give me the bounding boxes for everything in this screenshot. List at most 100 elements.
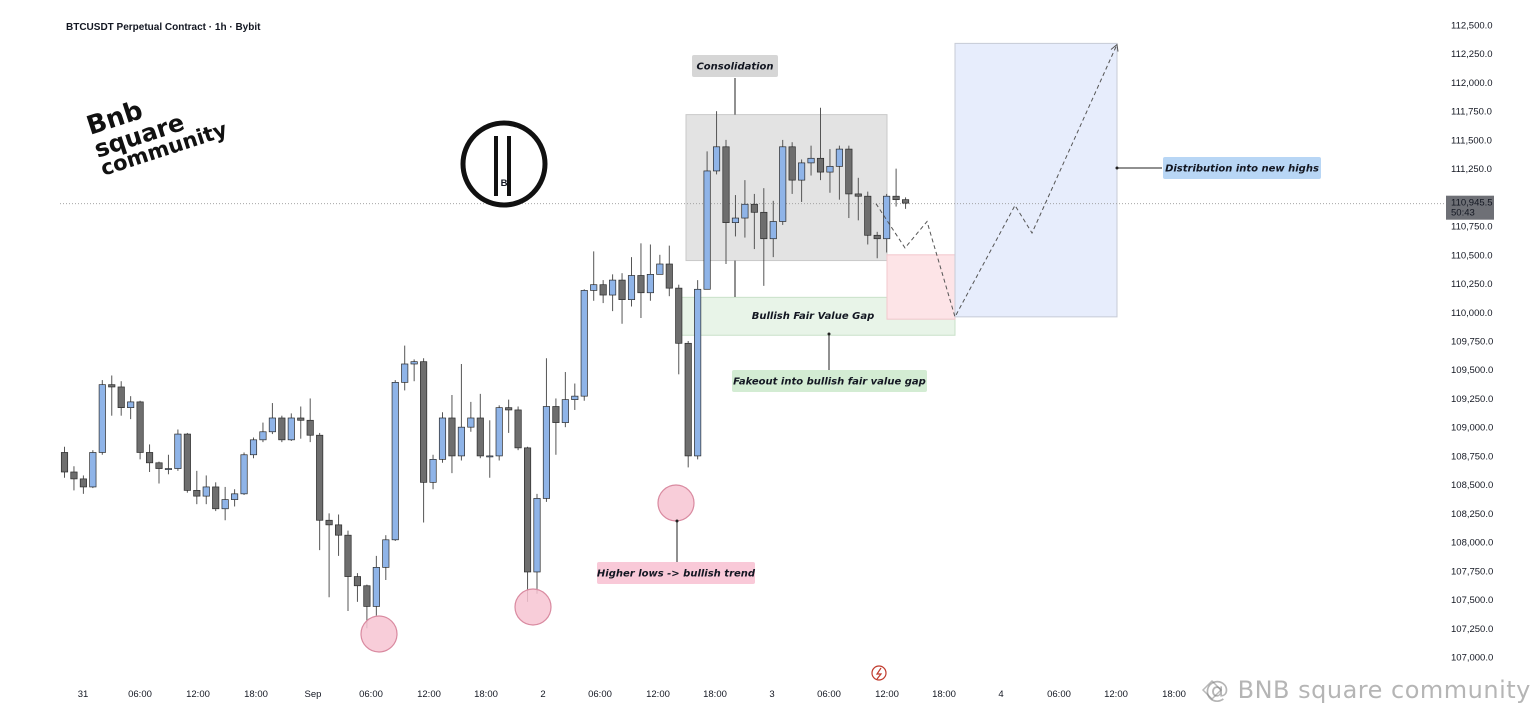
candle-body <box>448 417 456 457</box>
candle-body <box>212 486 220 510</box>
candle-body <box>694 288 702 457</box>
candle-body <box>901 199 910 204</box>
candle-body <box>486 455 494 458</box>
bitcoin-icon <box>460 120 548 208</box>
candle-body <box>249 439 258 456</box>
candle-body <box>60 452 69 473</box>
watermark-diamond-icon <box>1201 679 1223 701</box>
candle-body <box>627 275 636 300</box>
candle-body <box>883 195 891 240</box>
candle-body <box>779 146 787 222</box>
candle-body <box>873 234 881 240</box>
consolidation-label-bg <box>692 55 778 77</box>
candle-body <box>590 284 598 291</box>
x-tick-label: 18:00 <box>474 689 498 700</box>
higher-low-circle <box>360 615 398 653</box>
candle-body <box>335 524 343 536</box>
x-tick-label: 12:00 <box>1104 689 1128 700</box>
consolidation-label: Consolidation <box>696 62 773 73</box>
candle-body <box>788 146 796 181</box>
x-tick-label: 06:00 <box>588 689 612 700</box>
candle-body <box>316 434 324 521</box>
target-zone <box>954 42 1118 318</box>
y-tick-label: 110,000.0 <box>1451 308 1493 319</box>
candle-body <box>410 361 418 365</box>
watermark-text: @ BNB square community <box>1205 676 1531 704</box>
x-tick-label: 06:00 <box>817 689 841 700</box>
candle-body <box>618 279 626 300</box>
x-tick-label: 18:00 <box>1162 689 1186 700</box>
y-tick-label: 108,000.0 <box>1451 538 1493 549</box>
candle-body <box>438 417 447 460</box>
chart-title: BTCUSDT Perpetual Contract · 1h · Bybit <box>66 22 261 33</box>
candle-body <box>476 417 484 457</box>
distribution-label-bg <box>1163 157 1321 179</box>
x-tick-label: 06:00 <box>128 689 152 700</box>
x-tick-label: 12:00 <box>875 689 899 700</box>
candle-body <box>98 384 106 453</box>
bitcoin-icon-glyph: B <box>501 178 508 189</box>
y-tick-label: 110,500.0 <box>1451 250 1493 261</box>
candle-body <box>656 263 664 275</box>
candle-body <box>467 417 475 428</box>
y-tick-label: 110,750.0 <box>1451 222 1493 233</box>
distribution-connector-dot <box>1115 166 1119 170</box>
candle-body <box>722 146 730 223</box>
candle-body <box>287 417 295 441</box>
candle-body <box>202 486 210 497</box>
x-tick-label: 18:00 <box>244 689 268 700</box>
y-tick-label: 107,500.0 <box>1451 595 1493 606</box>
candle-body <box>155 462 163 469</box>
candle-body <box>391 382 399 541</box>
candle-body <box>164 468 173 470</box>
y-tick-label: 110,250.0 <box>1451 279 1493 290</box>
price-box <box>1446 195 1494 220</box>
y-tick-label: 108,750.0 <box>1451 451 1493 462</box>
candle-body <box>306 419 314 436</box>
candle-body <box>136 401 144 453</box>
higher-lows-label: Higher lows -> bullish trend <box>597 569 756 580</box>
x-tick-label: 2 <box>540 689 545 700</box>
candle-body <box>665 263 673 289</box>
candle-body <box>523 447 532 573</box>
y-tick-label: 108,500.0 <box>1451 480 1493 491</box>
candle-body <box>382 539 390 568</box>
y-tick-label: 109,000.0 <box>1451 423 1493 434</box>
price-box-countdown: 50:43 <box>1451 208 1475 219</box>
candle-body <box>741 203 749 219</box>
x-tick-label: 12:00 <box>186 689 210 700</box>
candle-body <box>514 409 522 449</box>
candle-body <box>675 287 683 344</box>
candle-body <box>609 279 617 296</box>
higher-low-circle <box>657 484 695 522</box>
fakeout-label: Fakeout into bullish fair value gap <box>733 377 926 388</box>
candle-body <box>505 407 513 411</box>
candle-body <box>401 363 409 383</box>
candle-body <box>760 211 768 240</box>
fakeout-zone <box>886 254 956 320</box>
candle-body <box>646 274 654 294</box>
y-tick-label: 111,250.0 <box>1451 164 1492 175</box>
fvg-label: Bullish Fair Value Gap <box>752 311 875 322</box>
projection-path <box>875 44 1118 319</box>
y-tick-label: 108,250.0 <box>1451 509 1493 520</box>
price-box-value: 110,945.5 <box>1451 198 1493 209</box>
consolidation-zone <box>685 114 888 262</box>
y-tick-label: 112,500.0 <box>1451 21 1493 32</box>
candle-body <box>259 431 267 441</box>
candle-body <box>457 426 465 457</box>
candle-body <box>353 576 362 587</box>
y-tick-label: 112,250.0 <box>1451 49 1493 60</box>
candle-body <box>127 401 135 408</box>
candle-body <box>278 417 286 441</box>
projection-arrow <box>1110 43 1119 52</box>
candle-body <box>599 284 607 296</box>
x-tick-label: 18:00 <box>932 689 956 700</box>
candle-body <box>542 406 551 499</box>
candle-body <box>240 454 248 495</box>
candle-body <box>580 290 588 397</box>
higher-lows-label-bg <box>597 562 755 584</box>
candle-body <box>70 471 78 480</box>
